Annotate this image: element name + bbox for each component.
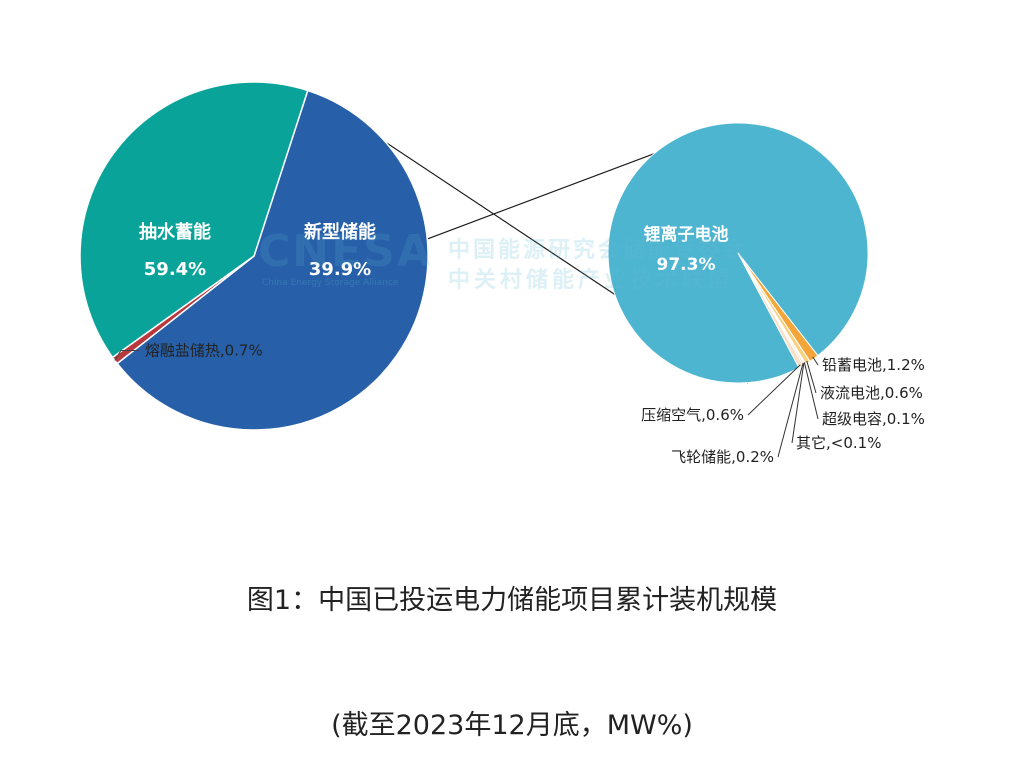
main-label-新型储能: 新型储能 bbox=[304, 221, 376, 243]
leader-超级电容 bbox=[803, 362, 819, 420]
figure-subtitle: (截至2023年12月底，MW%) bbox=[331, 710, 693, 741]
leader-熔融盐储热 bbox=[114, 349, 139, 361]
data-labels: 抽水蓄能 59.4% 新型储能 39.9% 熔融盐储热,0.7% 锂离子电池 97.3% 铅蓄… bbox=[139, 221, 925, 466]
label-液流电池: 液流电池,0.6% bbox=[820, 384, 923, 402]
leader-液流电池 bbox=[806, 360, 817, 394]
main-slice-新型储能 bbox=[79, 81, 309, 359]
figure-caption: 图1：中国已投运电力储能项目累计装机规模 bbox=[246, 585, 778, 616]
leader-压缩空气 bbox=[747, 364, 801, 416]
leader-铅蓄电池 bbox=[812, 356, 819, 366]
main-pie bbox=[79, 81, 429, 431]
main-slice-抽水蓄能 bbox=[116, 89, 429, 431]
leader-飞轮储能 bbox=[777, 363, 804, 458]
main-value-抽水蓄能: 59.4% bbox=[144, 259, 206, 280]
pie-of-pie-chart: 抽水蓄能 59.4% 新型储能 39.9% 熔融盐储热,0.7% 锂离子电池 97.3% 铅蓄… bbox=[79, 81, 925, 466]
breakdown-slice-锂离子电池 bbox=[607, 122, 869, 384]
breakdown-pie bbox=[607, 122, 869, 384]
breakdown-value-锂离子电池: 97.3% bbox=[657, 255, 716, 275]
breakdown-label-锂离子电池: 锂离子电池 bbox=[644, 224, 729, 245]
leader-其它 bbox=[791, 362, 805, 444]
main-label-抽水蓄能: 抽水蓄能 bbox=[139, 221, 211, 243]
label-超级电容: 超级电容,0.1% bbox=[822, 410, 925, 428]
label-铅蓄电池: 铅蓄电池,1.2% bbox=[822, 356, 925, 374]
label-飞轮储能: 飞轮储能,0.2% bbox=[671, 448, 774, 466]
leader-lines bbox=[114, 349, 819, 458]
label-压缩空气: 压缩空气,0.6% bbox=[641, 406, 744, 424]
label-熔融盐储热: 熔融盐储热,0.7% bbox=[145, 341, 263, 359]
main-value-新型储能: 39.9% bbox=[309, 259, 371, 280]
label-其它: 其它,<0.1% bbox=[796, 434, 881, 452]
